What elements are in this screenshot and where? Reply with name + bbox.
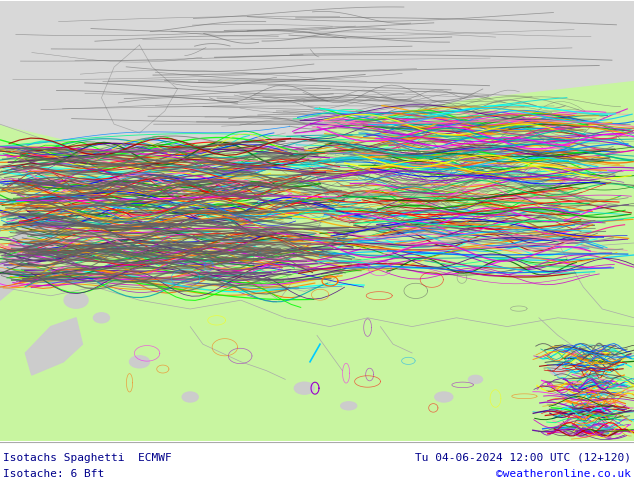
Ellipse shape [340, 402, 357, 410]
Ellipse shape [93, 313, 110, 323]
Ellipse shape [182, 392, 198, 402]
Polygon shape [25, 318, 82, 375]
Ellipse shape [435, 392, 453, 402]
Ellipse shape [64, 292, 88, 308]
Text: Isotachs Spaghetti  ECMWF: Isotachs Spaghetti ECMWF [3, 453, 172, 463]
Ellipse shape [469, 375, 482, 383]
Ellipse shape [129, 356, 150, 368]
Text: Tu 04-06-2024 12:00 UTC (12+120): Tu 04-06-2024 12:00 UTC (12+120) [415, 453, 631, 463]
Ellipse shape [550, 366, 566, 376]
Polygon shape [0, 212, 63, 300]
Text: Isotache: 6 Bft: Isotache: 6 Bft [3, 469, 105, 479]
Text: ©weatheronline.co.uk: ©weatheronline.co.uk [496, 469, 631, 479]
Polygon shape [0, 1, 634, 150]
Polygon shape [241, 115, 330, 150]
Ellipse shape [294, 382, 314, 394]
